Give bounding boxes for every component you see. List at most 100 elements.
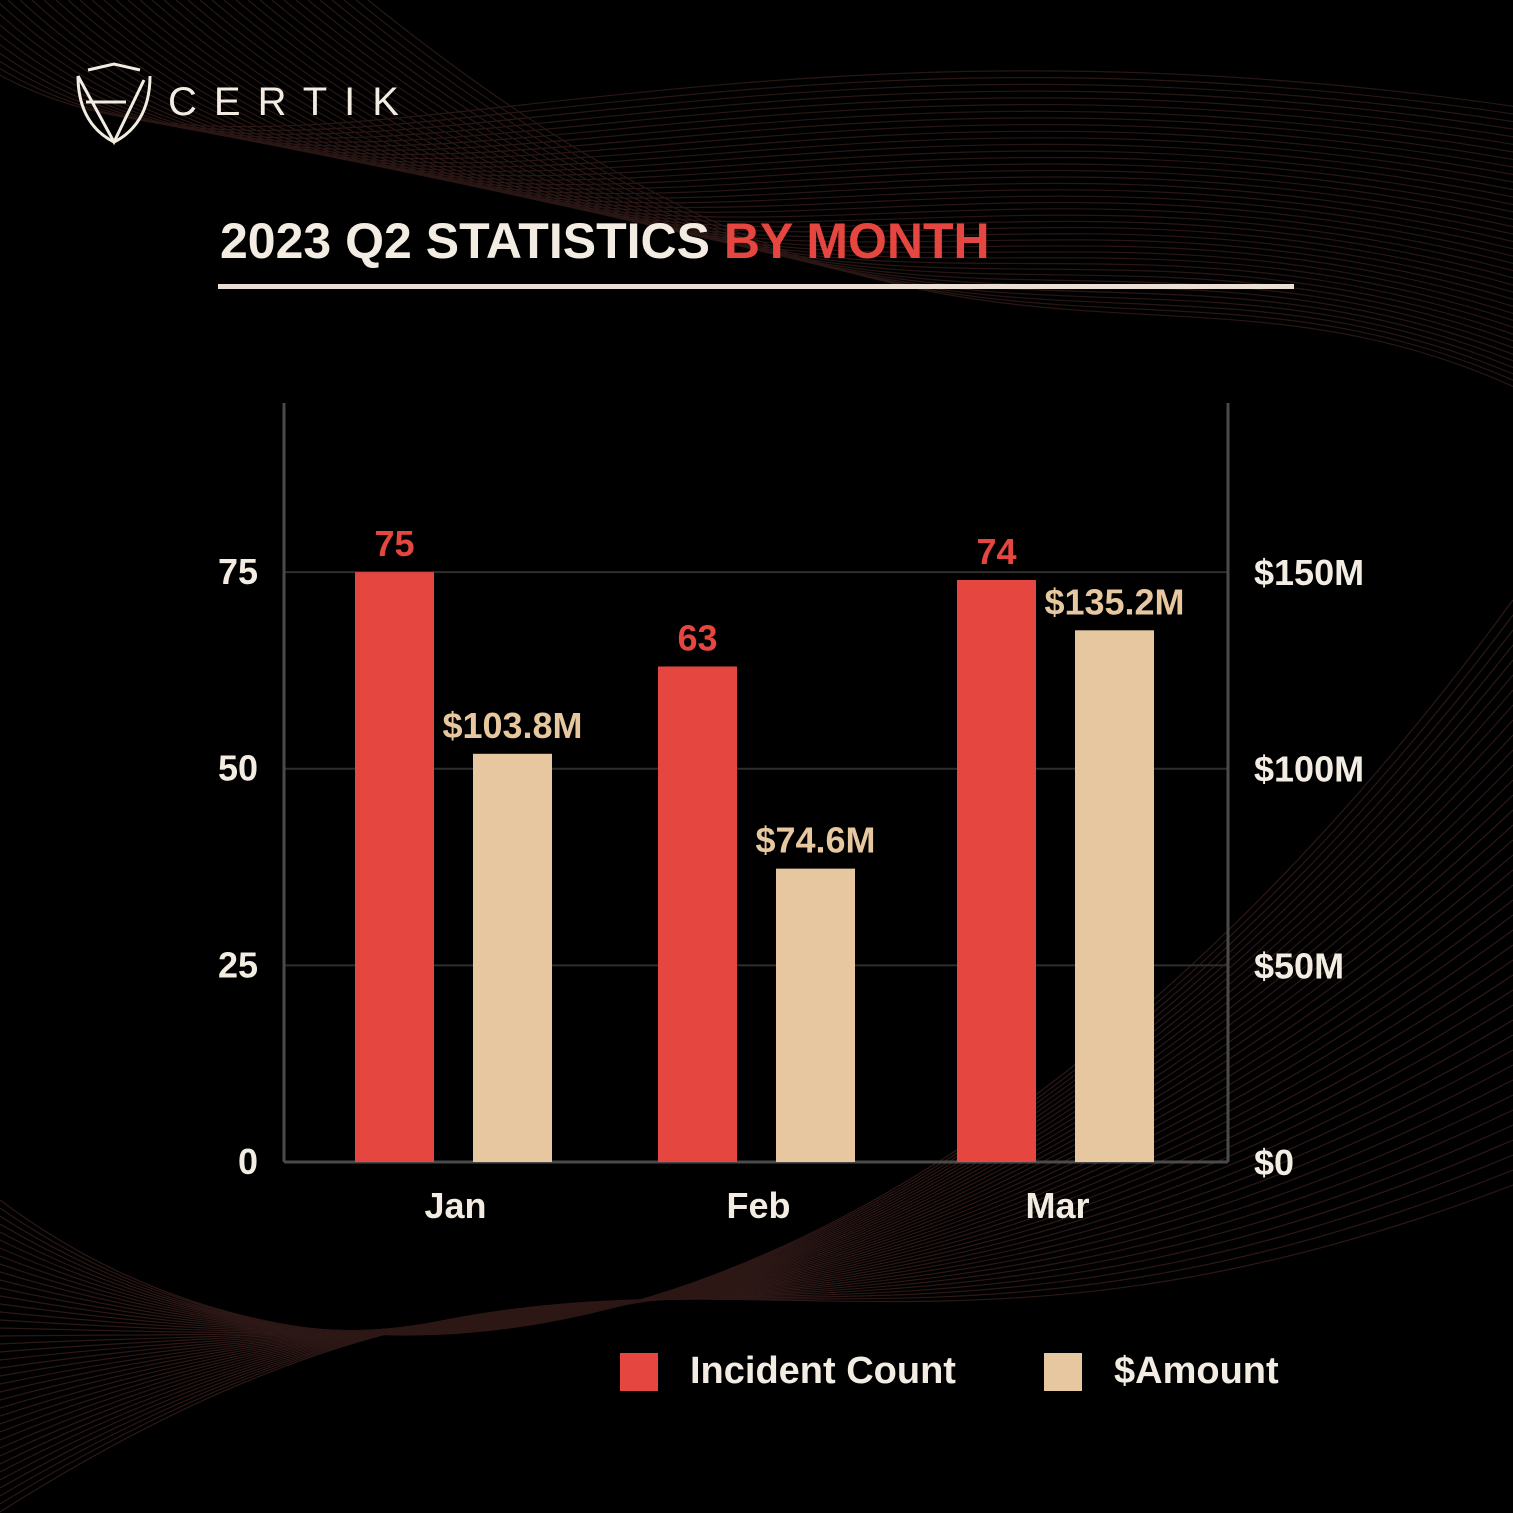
background-curve xyxy=(0,2,1513,168)
right-axis-tick-label: $150M xyxy=(1254,552,1364,593)
background-curve xyxy=(0,674,1513,1334)
background-curve xyxy=(0,794,1513,1332)
background-curve xyxy=(367,0,1513,388)
background-curve xyxy=(0,1124,1513,1481)
background-curve xyxy=(0,24,1513,153)
left-axis-tick-label: 50 xyxy=(218,748,258,789)
background-curve xyxy=(43,0,1513,198)
background-curve xyxy=(115,0,1513,243)
background-curve xyxy=(0,929,1513,1377)
background-curve xyxy=(0,809,1513,1332)
background-curve xyxy=(151,0,1513,265)
right-axis-tick-label: $0 xyxy=(1254,1142,1294,1183)
background-curve xyxy=(0,1184,1513,1513)
data-label: $103.8M xyxy=(442,705,582,746)
x-axis-category-label: Jan xyxy=(424,1185,486,1226)
background-curve xyxy=(139,0,1513,257)
data-label: $135.2M xyxy=(1044,581,1184,622)
background-curve xyxy=(0,749,1513,1332)
background-curve xyxy=(331,0,1513,369)
background-curve xyxy=(0,1109,1513,1473)
background-curve xyxy=(0,659,1513,1334)
background-curve xyxy=(0,1139,1513,1489)
bar-incidentcount-feb xyxy=(658,666,737,1162)
data-label: 74 xyxy=(976,531,1016,572)
bar-amount-jan xyxy=(473,753,552,1162)
title-highlight: BY MONTH xyxy=(723,213,990,269)
background-curve xyxy=(307,0,1513,356)
legend-item-incident-count: Incident Count xyxy=(620,1350,956,1393)
legend-label-incident: Incident Count xyxy=(690,1350,956,1392)
background-curve xyxy=(283,0,1513,342)
page-title: 2023 Q2 STATISTICS BY MONTH xyxy=(220,212,990,270)
background-curve xyxy=(0,13,1513,161)
legend-label-amount: $Amount xyxy=(1114,1350,1279,1392)
background-curve xyxy=(0,689,1513,1333)
legend-swatch-amount xyxy=(1044,1352,1082,1391)
left-axis-tick-label: 25 xyxy=(218,944,258,985)
data-label: 63 xyxy=(677,617,717,658)
background-curve xyxy=(0,614,1513,1335)
background-curve xyxy=(55,0,1513,206)
background-curve xyxy=(79,0,1513,221)
background-curve xyxy=(19,0,1513,183)
x-axis-category-label: Mar xyxy=(1025,1185,1089,1226)
background-curve xyxy=(0,824,1513,1332)
bar-amount-mar xyxy=(1075,630,1154,1162)
bar-incidentcount-jan xyxy=(355,572,434,1162)
background-curve xyxy=(31,0,1513,191)
background-curve xyxy=(0,599,1513,1336)
left-axis-tick-label: 0 xyxy=(238,1141,258,1182)
background-curve xyxy=(0,974,1513,1401)
background-curve xyxy=(187,0,1513,286)
background-curve xyxy=(0,854,1513,1337)
title-main: 2023 Q2 STATISTICS xyxy=(220,213,710,269)
title-underline xyxy=(218,284,1294,289)
background-curve xyxy=(0,67,1513,132)
background-curve xyxy=(355,0,1513,381)
background-curve xyxy=(0,779,1513,1332)
background-curve xyxy=(0,1094,1513,1465)
background-curve xyxy=(259,0,1513,328)
right-axis-tick-label: $100M xyxy=(1254,749,1364,790)
background-curve xyxy=(0,944,1513,1385)
background-curve xyxy=(223,0,1513,307)
background-curve xyxy=(0,70,1513,128)
background-curve xyxy=(343,0,1513,375)
background-curve xyxy=(247,0,1513,322)
background-curve xyxy=(0,629,1513,1335)
background-curve xyxy=(175,0,1513,279)
background-curve xyxy=(91,0,1513,228)
bar-amount-feb xyxy=(776,868,855,1162)
background-curve xyxy=(0,704,1513,1333)
x-axis-category-label: Feb xyxy=(726,1185,790,1226)
background-curve xyxy=(7,0,1513,176)
data-label: $74.6M xyxy=(755,820,875,861)
right-axis-tick-label: $50M xyxy=(1254,945,1344,986)
background-curve xyxy=(163,0,1513,272)
brand-logo-text: CERTIK xyxy=(168,80,416,124)
background-curve xyxy=(0,1079,1513,1457)
background-curve xyxy=(0,34,1513,147)
background-curve xyxy=(0,959,1513,1393)
background-curve xyxy=(295,0,1513,349)
bar-incidentcount-mar xyxy=(957,579,1036,1162)
background-curve xyxy=(0,719,1513,1333)
background-curve xyxy=(211,0,1513,300)
background-curve xyxy=(103,0,1513,235)
certik-shield-logo-icon xyxy=(76,62,152,146)
background-curve xyxy=(0,734,1513,1332)
background-curve xyxy=(0,764,1513,1332)
background-curve xyxy=(0,839,1513,1334)
left-axis-tick-label: 75 xyxy=(218,551,258,592)
legend-item-amount: $Amount xyxy=(1044,1350,1279,1393)
background-curve xyxy=(271,0,1513,335)
background-curve xyxy=(0,1154,1513,1497)
background-curve xyxy=(0,1169,1513,1505)
background-curve xyxy=(199,0,1513,293)
background-curve xyxy=(0,914,1513,1369)
background-curve xyxy=(235,0,1513,315)
legend-swatch-incident xyxy=(620,1352,658,1391)
